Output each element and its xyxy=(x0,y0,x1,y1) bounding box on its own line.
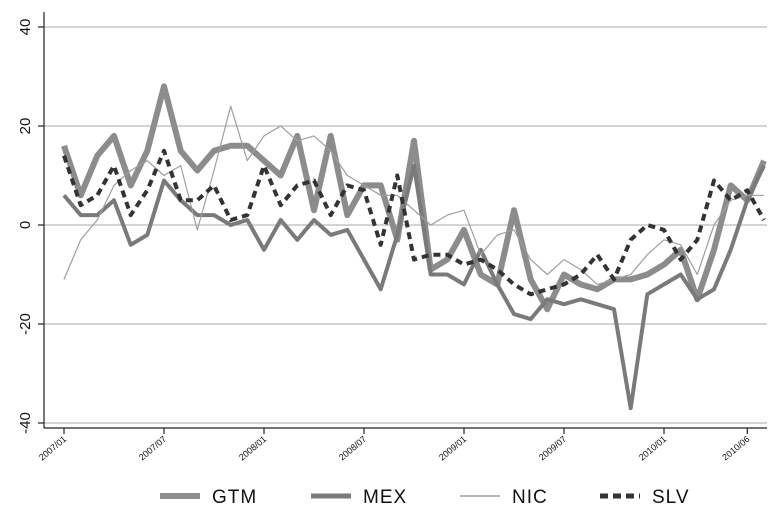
y-tick-label: 20 xyxy=(17,118,34,135)
series-line-nic xyxy=(63,105,764,285)
y-tick-label: -40 xyxy=(17,412,34,434)
series-line-mex xyxy=(62,163,766,411)
x-tick-label: 2009/07 xyxy=(537,434,568,463)
x-tick-label: 2009/01 xyxy=(437,434,468,463)
legend-label-nic: NIC xyxy=(512,487,548,508)
x-tick-label: 2010/06 xyxy=(720,434,751,463)
y-tick-label: 40 xyxy=(17,19,34,36)
x-tick-label: 2010/01 xyxy=(637,434,668,463)
series-line-gtm xyxy=(61,83,767,313)
legend-label-slv: SLV xyxy=(652,487,690,508)
x-tick-label: 2008/01 xyxy=(237,434,268,463)
legend: GTM MEX NIC SLV xyxy=(160,487,690,508)
x-tick-label: 2007/07 xyxy=(137,434,168,463)
legend-label-mex: MEX xyxy=(363,487,407,508)
series-lines xyxy=(61,83,767,411)
legend-label-gtm: GTM xyxy=(212,487,257,508)
series-line-slv xyxy=(62,148,766,297)
y-tick-label: 0 xyxy=(17,221,34,229)
x-tick-label: 2008/07 xyxy=(337,434,368,463)
y-tick-label: -20 xyxy=(17,313,34,335)
x-tick-label: 2007/01 xyxy=(37,434,68,463)
